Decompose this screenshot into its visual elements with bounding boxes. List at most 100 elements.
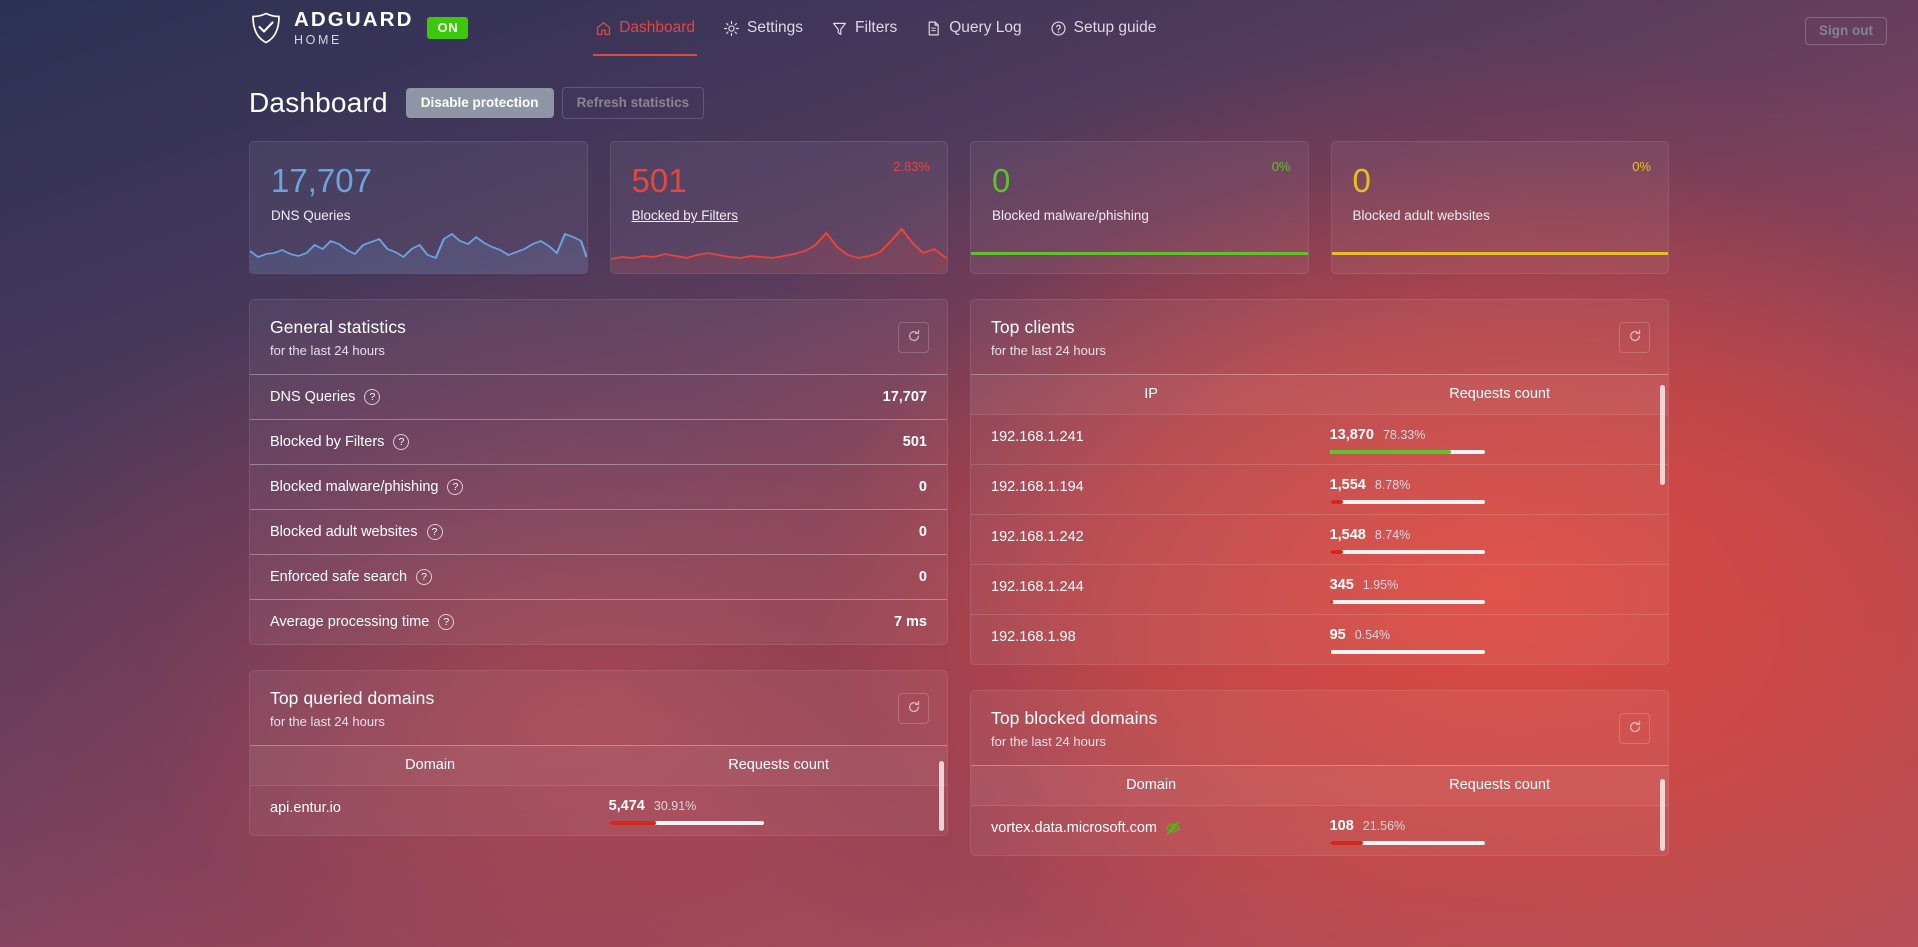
- brand-title: ADGUARD: [294, 8, 414, 31]
- nav-item-query-log[interactable]: Query Log: [911, 0, 1035, 56]
- blocked-by-filters-sparkline: [610, 211, 947, 273]
- scrollbar-thumb[interactable]: [939, 761, 944, 831]
- progress-bar-fill: [608, 821, 657, 825]
- help-icon[interactable]: ?: [416, 569, 433, 585]
- stat-card-blocked-by-filters[interactable]: 2.83% 501 Blocked by Filters: [609, 141, 948, 274]
- disable-protection-button[interactable]: Disable protection: [405, 88, 554, 118]
- panel-top-queried-domains: Top queried domains for the last 24 hour…: [249, 670, 948, 836]
- stat-row: Blocked adult websites? 0: [250, 509, 947, 554]
- refresh-icon: [907, 329, 921, 346]
- help-icon[interactable]: ?: [426, 524, 443, 540]
- requests-percentage: 30.91%: [653, 799, 697, 813]
- stat-row: Average processing time? 7 ms: [250, 599, 947, 644]
- stat-row-value: 501: [902, 434, 927, 450]
- refresh-statistics-button[interactable]: Refresh statistics: [561, 87, 705, 119]
- requests-cell: 13,870 78.33%: [1329, 415, 1668, 464]
- domain-name[interactable]: vortex.data.microsoft.com: [991, 820, 1157, 836]
- panel-general-statistics: General statistics for the last 24 hours…: [249, 299, 948, 645]
- help-icon[interactable]: ?: [438, 614, 455, 630]
- stat-row-value: 0: [918, 479, 927, 495]
- home-icon: [595, 20, 612, 37]
- stat-cards-row: 17,707 DNS Queries 2.83% 501 Blocked by …: [249, 141, 1669, 274]
- stat-percentage: 0%: [1271, 159, 1291, 174]
- table-row[interactable]: vortex.data.microsoft.com 108 21.56%: [971, 805, 1668, 855]
- brand-logo[interactable]: ADGUARD HOME: [249, 8, 414, 47]
- panel-header: Top clients for the last 24 hours: [971, 300, 1668, 374]
- refresh-icon-button[interactable]: [898, 322, 929, 353]
- stat-label: DNS Queries: [271, 208, 351, 223]
- client-ip[interactable]: 192.168.1.241: [991, 429, 1084, 445]
- stat-row-label: Blocked malware/phishing: [270, 479, 439, 495]
- stat-row-value: 0: [918, 569, 927, 585]
- nav-item-setup-guide[interactable]: Setup guide: [1036, 0, 1171, 56]
- panel-top-clients: Top clients for the last 24 hours IP Req…: [970, 299, 1669, 665]
- help-icon[interactable]: ?: [447, 479, 464, 495]
- client-ip[interactable]: 192.168.1.194: [991, 479, 1084, 495]
- table-row[interactable]: 192.168.1.242 1,548 8.74%: [971, 514, 1668, 564]
- blocked-malware-sparkline: [971, 252, 1308, 255]
- left-column: General statistics for the last 24 hours…: [249, 299, 948, 856]
- panel-header: Top queried domains for the last 24 hour…: [250, 671, 947, 745]
- client-ip[interactable]: 192.168.1.98: [991, 629, 1076, 645]
- adguard-shield-icon: [249, 11, 283, 45]
- refresh-icon-button[interactable]: [898, 693, 929, 724]
- sign-out-button[interactable]: Sign out: [1805, 17, 1887, 45]
- requests-count: 1,554: [1329, 477, 1366, 493]
- nav-label: Dashboard: [619, 19, 696, 36]
- blocked-eye-icon[interactable]: [1165, 820, 1181, 836]
- table-row[interactable]: api.entur.io 5,474 30.91%: [250, 785, 947, 835]
- nav-item-settings[interactable]: Settings: [709, 0, 817, 56]
- requests-count: 95: [1329, 627, 1346, 643]
- help-icon[interactable]: ?: [393, 434, 410, 450]
- stat-card-dns-queries[interactable]: 17,707 DNS Queries: [249, 141, 588, 274]
- column-header-ip: IP: [1144, 386, 1158, 402]
- requests-count: 13,870: [1329, 427, 1374, 443]
- brand-subtitle: HOME: [294, 32, 342, 47]
- requests-cell: 1,554 8.78%: [1329, 465, 1668, 514]
- stat-row-label: DNS Queries: [270, 389, 356, 405]
- progress-bar: [1329, 500, 1485, 504]
- stat-row: DNS Queries? 17,707: [250, 374, 947, 419]
- stat-label: Blocked malware/phishing: [992, 208, 1149, 223]
- stat-label[interactable]: Blocked by Filters: [631, 208, 739, 223]
- column-header-requests: Requests count: [1449, 777, 1551, 793]
- stat-card-blocked-adult[interactable]: 0% 0 Blocked adult websites: [1330, 141, 1669, 274]
- refresh-icon: [1628, 720, 1642, 737]
- protection-status-badge[interactable]: ON: [427, 17, 469, 39]
- nav-item-dashboard[interactable]: Dashboard: [581, 0, 709, 56]
- page-title: Dashboard: [249, 87, 388, 118]
- table-row[interactable]: 192.168.1.98 95 0.54%: [971, 614, 1668, 664]
- stat-row-value: 7 ms: [893, 614, 927, 630]
- table-row[interactable]: 192.168.1.244 345 1.95%: [971, 564, 1668, 614]
- refresh-icon-button[interactable]: [1619, 713, 1650, 744]
- progress-bar: [1329, 841, 1485, 845]
- progress-bar-fill: [1329, 600, 1333, 604]
- requests-count: 1,548: [1329, 527, 1366, 543]
- table-row[interactable]: 192.168.1.194 1,554 8.78%: [971, 464, 1668, 514]
- stat-row-label: Average processing time: [270, 614, 430, 630]
- stat-percentage: 2.83%: [893, 159, 930, 174]
- client-ip[interactable]: 192.168.1.244: [991, 579, 1084, 595]
- progress-bar-fill: [1329, 500, 1344, 504]
- domain-name[interactable]: api.entur.io: [270, 800, 341, 816]
- table-row[interactable]: 192.168.1.241 13,870 78.33%: [971, 414, 1668, 464]
- refresh-icon-button[interactable]: [1619, 322, 1650, 353]
- scrollbar-thumb[interactable]: [1660, 385, 1665, 485]
- requests-cell: 1,548 8.74%: [1329, 515, 1668, 564]
- requests-count: 108: [1329, 818, 1354, 834]
- column-header-requests: Requests count: [1449, 386, 1551, 402]
- scrollbar-thumb[interactable]: [1660, 779, 1665, 851]
- main-nav: Dashboard Settings Filters Query Log Set…: [581, 0, 1170, 56]
- nav-item-filters[interactable]: Filters: [817, 0, 911, 56]
- requests-count: 5,474: [608, 798, 645, 814]
- column-header-domain: Domain: [1126, 777, 1177, 793]
- nav-label: Setup guide: [1073, 19, 1157, 36]
- stat-value: 17,707: [271, 162, 372, 199]
- panel-subtitle: for the last 24 hours: [270, 714, 385, 729]
- progress-bar-fill: [1329, 841, 1363, 845]
- stat-card-blocked-malware[interactable]: 0% 0 Blocked malware/phishing: [970, 141, 1309, 274]
- nav-label: Settings: [747, 19, 804, 36]
- stat-row: Blocked by Filters? 501: [250, 419, 947, 464]
- client-ip[interactable]: 192.168.1.242: [991, 529, 1084, 545]
- help-icon[interactable]: ?: [364, 389, 381, 405]
